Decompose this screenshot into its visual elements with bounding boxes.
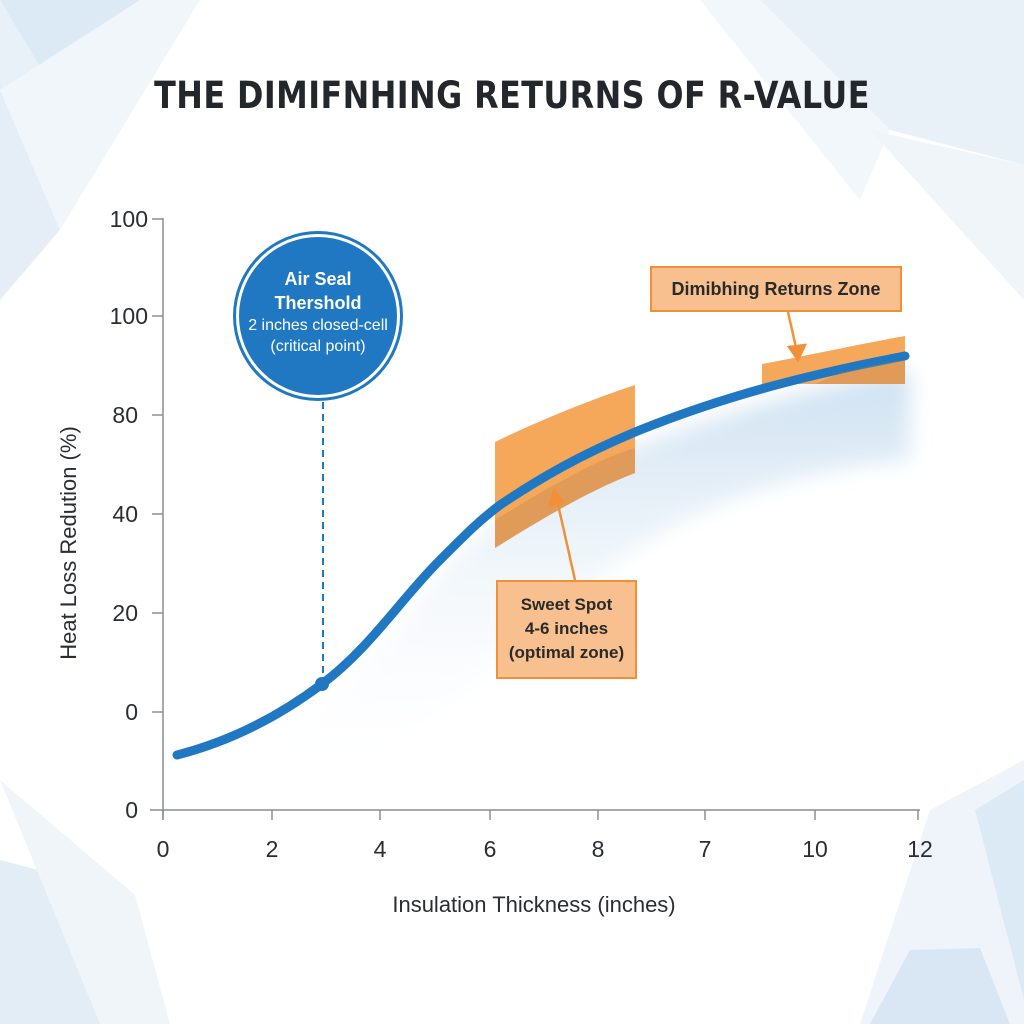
y-tick-label: 0 xyxy=(125,797,138,823)
sweet-spot-title: Sweet Spot xyxy=(520,595,613,614)
diminishing-arrow xyxy=(786,311,808,363)
x-tick-label: 2 xyxy=(265,836,279,862)
y-tick-label: 100 xyxy=(109,206,148,232)
x-axis-ticks xyxy=(162,810,919,820)
x-tick-label: 7 xyxy=(698,836,712,862)
x-tick-label: 4 xyxy=(373,836,387,862)
air-seal-threshold-callout: Air Seal Thershold 2 inches closed-cell … xyxy=(236,234,400,398)
sweet-spot-band-lower xyxy=(495,448,635,548)
air-seal-note: (critical point) xyxy=(270,338,366,355)
x-tick-label: 8 xyxy=(591,836,605,862)
y-axis-title: Heat Loss Redution (%) xyxy=(56,426,81,660)
x-tick-label: 10 xyxy=(802,836,828,862)
y-tick-label: 40 xyxy=(112,501,138,527)
y-tick-label: 80 xyxy=(112,402,138,428)
x-tick-label: 12 xyxy=(907,836,933,862)
y-tick-label: 0 xyxy=(125,699,138,725)
y-axis-ticks xyxy=(152,218,163,713)
sweet-spot-arrow xyxy=(547,487,577,581)
air-seal-subtitle: Thershold xyxy=(274,293,362,313)
chart-title: THE DIMIFNHING RETURNS OF R-VALUE xyxy=(154,74,870,117)
y-tick-label: 100 xyxy=(109,303,148,329)
diminishing-returns-callout: Dimibhing Returns Zone xyxy=(650,266,902,312)
x-tick-label: 6 xyxy=(483,836,497,862)
y-tick-label: 20 xyxy=(112,600,138,626)
heat-loss-curve xyxy=(172,351,910,760)
sweet-spot-range: 4-6 inches xyxy=(524,619,609,638)
sweet-spot-note: (optimal zone) xyxy=(508,643,625,662)
diminishing-returns-band xyxy=(762,336,905,384)
sweet-spot-callout: Sweet Spot 4-6 inches (optimal zone) xyxy=(496,580,637,679)
air-seal-title: Air Seal xyxy=(284,269,352,289)
diminishing-band-lower xyxy=(815,360,905,384)
x-axis-title: Insulation Thickness (inches) xyxy=(392,892,676,917)
air-seal-threshold-marker[interactable] xyxy=(315,677,329,691)
x-tick-label: 0 xyxy=(156,836,170,862)
air-seal-detail: 2 inches closed-cell xyxy=(248,317,388,334)
